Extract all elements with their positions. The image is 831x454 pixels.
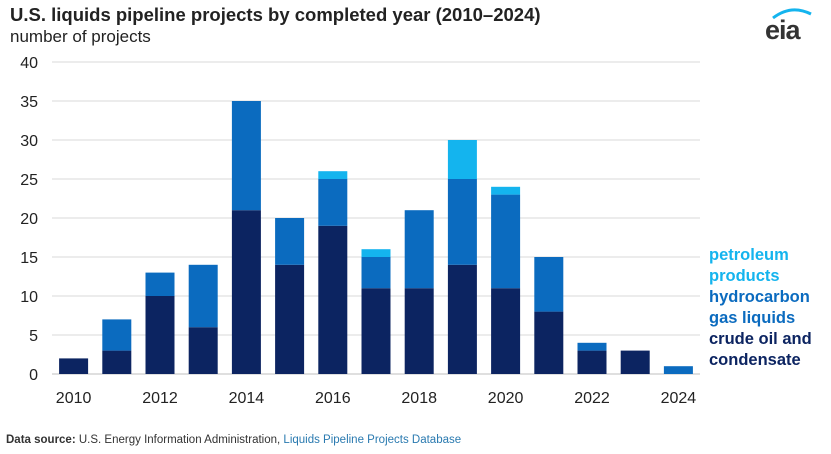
bar-2021-hydrocarbon-gas-liquids	[534, 257, 564, 312]
bar-2013-hydrocarbon-gas-liquids	[188, 264, 218, 328]
bar-2015-crude-oil-and-condensate	[275, 264, 305, 374]
x-tick-label-2016: 2016	[315, 390, 351, 407]
bar-2017-petroleum-products	[361, 249, 391, 257]
x-tick-label-2012: 2012	[142, 390, 178, 407]
bar-2017-hydrocarbon-gas-liquids	[361, 257, 391, 289]
y-tick-label-15: 15	[20, 250, 38, 267]
legend-item-crude-oil-and-condensate: crude oil and condensate	[709, 330, 812, 369]
x-tick-label-2010: 2010	[56, 390, 92, 407]
bar-2011-crude-oil-and-condensate	[102, 350, 132, 374]
y-tick-label-20: 20	[20, 211, 38, 228]
bar-2014-hydrocarbon-gas-liquids	[231, 101, 261, 211]
bar-2023-crude-oil-and-condensate	[620, 350, 650, 374]
bar-2020-crude-oil-and-condensate	[491, 288, 521, 374]
y-axis-ticks: 0 5 10 15 20 25 30 35 40	[20, 55, 38, 384]
x-tick-label-2024: 2024	[661, 390, 697, 407]
y-tick-label-35: 35	[20, 94, 38, 111]
bar-2016-petroleum-products	[318, 171, 348, 179]
y-tick-label-25: 25	[20, 172, 38, 189]
chart-title: U.S. liquids pipeline projects by comple…	[10, 4, 541, 25]
eia-logo-text: eia	[765, 15, 801, 45]
bars	[59, 101, 693, 374]
bar-2017-crude-oil-and-condensate	[361, 288, 391, 374]
bar-2018-crude-oil-and-condensate	[404, 288, 434, 374]
bar-2020-hydrocarbon-gas-liquids	[491, 194, 521, 289]
y-tick-label-0: 0	[29, 367, 38, 384]
y-tick-label-5: 5	[29, 328, 38, 345]
x-axis-ticks: 2010 2012 2014 2016 2018 2020 2022 2024	[56, 390, 696, 407]
y-tick-label-40: 40	[20, 55, 38, 72]
bar-2012-hydrocarbon-gas-liquids	[145, 272, 175, 296]
bar-2021-crude-oil-and-condensate	[534, 311, 564, 374]
data-source-note: Data source: U.S. Energy Information Adm…	[6, 434, 461, 446]
y-tick-label-10: 10	[20, 289, 38, 306]
bar-2016-crude-oil-and-condensate	[318, 225, 348, 374]
legend-item-hydrocarbon-gas-liquids: hydrocarbon gas liquids	[709, 288, 810, 327]
x-tick-label-2022: 2022	[574, 390, 610, 407]
bar-2018-hydrocarbon-gas-liquids	[404, 210, 434, 289]
y-tick-label-30: 30	[20, 133, 38, 150]
bar-2022-hydrocarbon-gas-liquids	[577, 342, 607, 351]
x-tick-label-2018: 2018	[401, 390, 437, 407]
bar-2015-hydrocarbon-gas-liquids	[275, 218, 305, 265]
bar-2019-petroleum-products	[447, 140, 477, 179]
bar-2011-hydrocarbon-gas-liquids	[102, 319, 132, 351]
data-source-label: Data source:	[6, 434, 76, 446]
eia-logo: eia	[759, 6, 819, 46]
bar-2010-crude-oil-and-condensate	[59, 358, 89, 374]
eia-logo-arc	[772, 8, 812, 20]
bar-2019-crude-oil-and-condensate	[447, 264, 477, 374]
bar-2019-hydrocarbon-gas-liquids	[447, 179, 477, 265]
bar-2014-crude-oil-and-condensate	[231, 210, 261, 374]
bar-2024-hydrocarbon-gas-liquids	[663, 366, 693, 374]
bar-2020-petroleum-products	[491, 186, 521, 195]
legend-item-petroleum-products: petroleum products	[709, 246, 789, 285]
y-axis-label: number of projects	[10, 27, 151, 46]
legend: petroleum products hydrocarbon gas liqui…	[709, 245, 829, 371]
bar-2013-crude-oil-and-condensate	[188, 327, 218, 374]
bar-2012-crude-oil-and-condensate	[145, 296, 175, 374]
x-tick-label-2014: 2014	[229, 390, 265, 407]
bar-2016-hydrocarbon-gas-liquids	[318, 179, 348, 226]
data-source-text: U.S. Energy Information Administration,	[78, 434, 281, 446]
data-source-link[interactable]: Liquids Pipeline Projects Database	[283, 434, 462, 446]
bar-2022-crude-oil-and-condensate	[577, 350, 607, 374]
x-tick-label-2020: 2020	[488, 390, 524, 407]
